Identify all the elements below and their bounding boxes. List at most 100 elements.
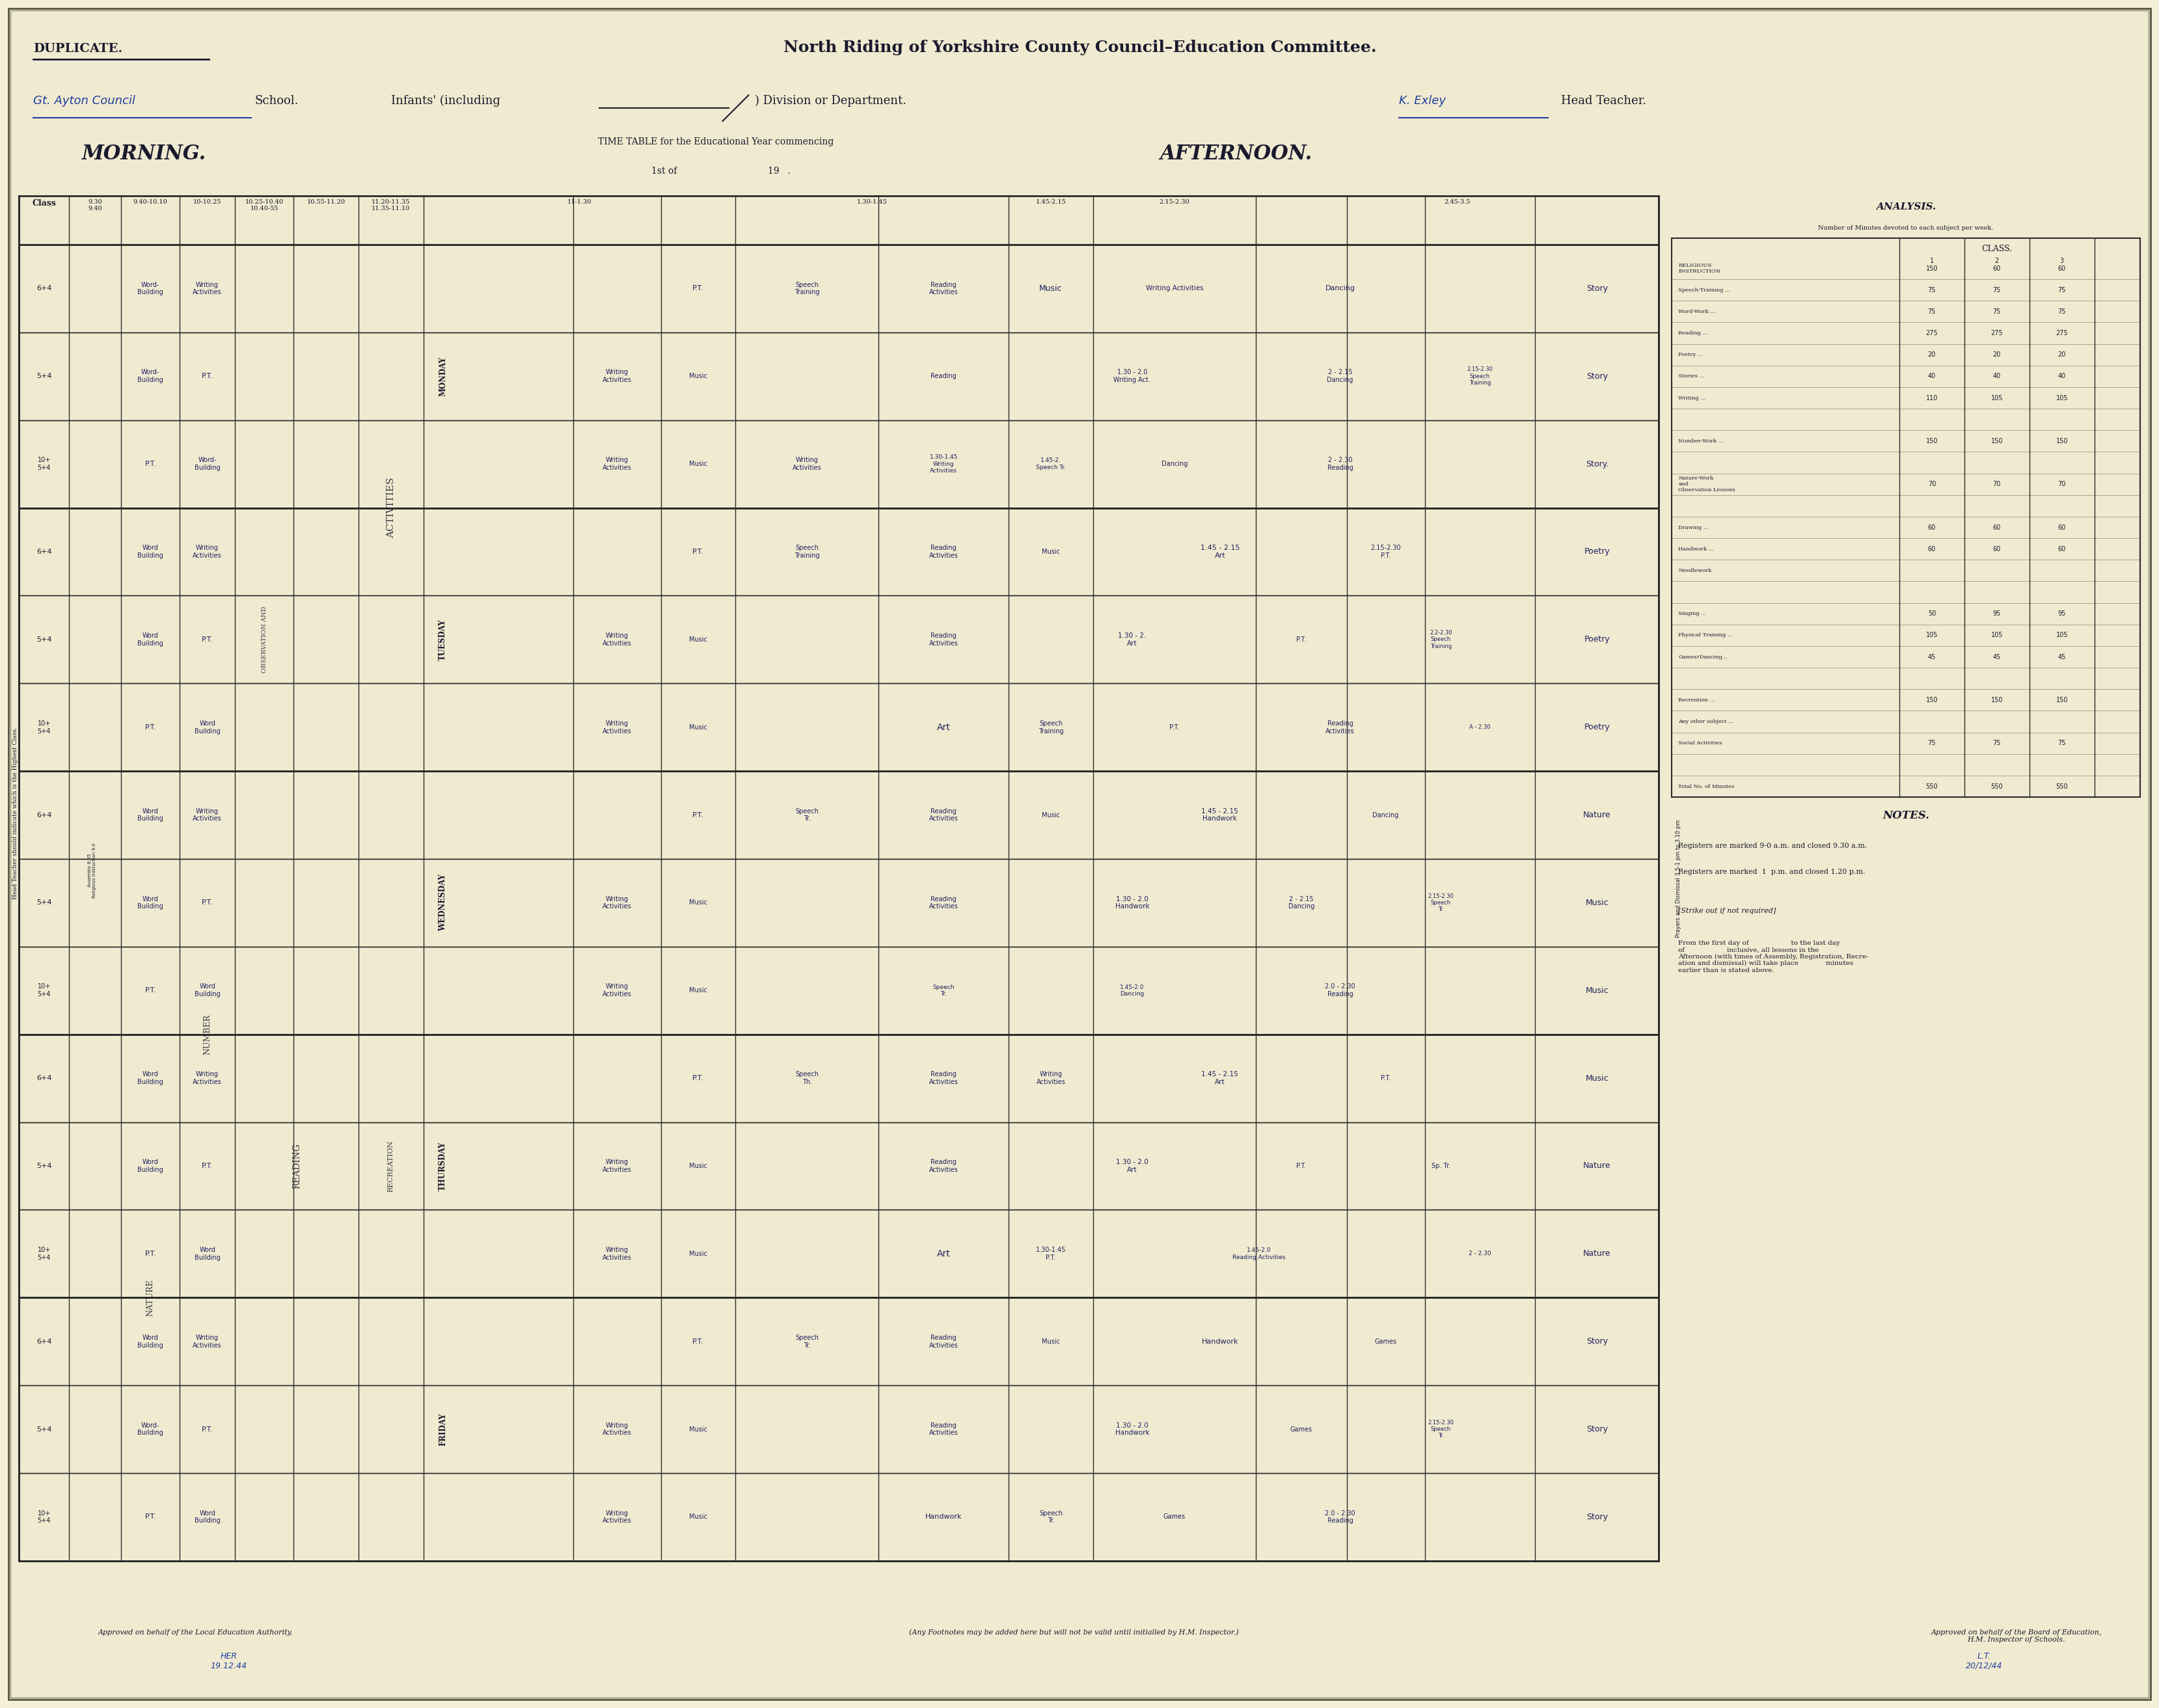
Text: 60: 60: [2058, 265, 2066, 272]
Text: 2 - 2.30: 2 - 2.30: [1468, 1250, 1492, 1257]
Text: Word
Building: Word Building: [194, 984, 220, 997]
Text: P.T.: P.T.: [145, 987, 155, 994]
Text: WEDNESDAY: WEDNESDAY: [438, 874, 447, 931]
Text: Writing
Activities: Writing Activities: [602, 369, 630, 383]
Text: 20: 20: [2058, 352, 2066, 359]
Text: 150: 150: [1991, 697, 2004, 704]
Text: Word
Building: Word Building: [138, 632, 164, 647]
Text: L.T.
20/12/44: L.T. 20/12/44: [1965, 1652, 2001, 1670]
Text: 6+4: 6+4: [37, 285, 52, 292]
Text: Games: Games: [1164, 1513, 1185, 1520]
Text: Music: Music: [689, 724, 708, 731]
Text: Games: Games: [1291, 1426, 1313, 1433]
Text: From the first day of                    to the last day
of                    i: From the first day of to the last day of…: [1678, 939, 1868, 974]
Text: School.: School.: [255, 96, 298, 108]
Text: 75: 75: [2058, 309, 2066, 314]
Text: 550: 550: [1926, 782, 1939, 789]
Text: 1.45-2.15: 1.45-2.15: [1036, 200, 1067, 205]
Text: 75: 75: [1993, 309, 2001, 314]
Text: 6+4: 6+4: [37, 1339, 52, 1344]
Text: Story: Story: [1587, 1513, 1608, 1522]
Text: P.T.: P.T.: [145, 461, 155, 468]
FancyBboxPatch shape: [11, 10, 2148, 1698]
Text: Music: Music: [689, 1163, 708, 1170]
Text: Speech
Tr.: Speech Tr.: [795, 1334, 818, 1349]
Text: P.T.: P.T.: [693, 1074, 704, 1081]
Text: 70: 70: [2058, 482, 2066, 487]
Text: 45: 45: [2058, 654, 2066, 659]
Text: Writing
Activities: Writing Activities: [192, 808, 222, 822]
Text: Reading
Activities: Reading Activities: [928, 1160, 959, 1173]
Text: 1.30 - 2.0
Writing Act.: 1.30 - 2.0 Writing Act.: [1114, 369, 1151, 383]
Text: 1.45 - 2.15
Handwork: 1.45 - 2.15 Handwork: [1200, 808, 1239, 822]
Text: RECREATION: RECREATION: [389, 1141, 395, 1192]
Text: Story: Story: [1587, 284, 1608, 292]
Text: Assembly 8.55
Religious instruction 9.0: Assembly 8.55 Religious instruction 9.0: [89, 842, 97, 898]
Text: Music: Music: [1585, 986, 1608, 994]
Text: 2 - 2.30
Reading: 2 - 2.30 Reading: [1328, 458, 1354, 471]
Bar: [1671, 237, 2140, 798]
Text: P.T.: P.T.: [201, 900, 214, 905]
Text: Number-Work ...: Number-Work ...: [1678, 439, 1723, 444]
Text: 19   .: 19 .: [769, 167, 790, 176]
Text: 2.15-2.30
Speech
Tr.: 2.15-2.30 Speech Tr.: [1427, 1419, 1453, 1438]
Text: Needlework: Needlework: [1678, 569, 1712, 574]
Text: Number of Minutes devoted to each subject per week.: Number of Minutes devoted to each subjec…: [1818, 225, 1993, 231]
Text: P.T.: P.T.: [693, 1339, 704, 1344]
Text: Nature: Nature: [1583, 1250, 1611, 1259]
Text: 75: 75: [1928, 740, 1937, 746]
Text: Social Activities: Social Activities: [1678, 741, 1723, 746]
Text: Music: Music: [1043, 1339, 1060, 1344]
Text: P.T.: P.T.: [201, 637, 214, 642]
Text: Writing
Activities: Writing Activities: [602, 632, 630, 647]
Text: 1.30 - 2.
Art: 1.30 - 2. Art: [1118, 632, 1146, 647]
Text: Music: Music: [1043, 811, 1060, 818]
Text: 10.55-11.20: 10.55-11.20: [307, 200, 345, 205]
Text: Dancing: Dancing: [1162, 461, 1187, 468]
Text: Reading
Activities: Reading Activities: [928, 545, 959, 559]
Text: READING: READING: [291, 1143, 302, 1189]
Text: Music: Music: [689, 372, 708, 379]
Text: Word
Building: Word Building: [138, 545, 164, 559]
Text: MONDAY: MONDAY: [438, 357, 447, 396]
Text: Music: Music: [689, 1513, 708, 1520]
Text: 70: 70: [1993, 482, 2001, 487]
Text: Word-Work ...: Word-Work ...: [1678, 309, 1716, 314]
Text: 1.30-1.45
P.T.: 1.30-1.45 P.T.: [1036, 1247, 1067, 1261]
Text: CLASS.: CLASS.: [1982, 244, 2012, 253]
Text: 150: 150: [1926, 697, 1939, 704]
Text: Head Teacher should indicate which is the Highest Class.: Head Teacher should indicate which is th…: [13, 728, 17, 900]
Text: Music: Music: [1585, 1074, 1608, 1083]
Text: 40: 40: [2058, 372, 2066, 379]
Text: 105: 105: [1991, 632, 2004, 639]
Text: Word
Building: Word Building: [138, 895, 164, 910]
Text: HER
19.12.44: HER 19.12.44: [209, 1652, 246, 1670]
Text: 2.45-3.5: 2.45-3.5: [1444, 200, 1470, 205]
Text: 75: 75: [2058, 740, 2066, 746]
Text: 11-1.30: 11-1.30: [568, 200, 592, 205]
Text: 75: 75: [1928, 309, 1937, 314]
Text: Speech
Training: Speech Training: [795, 282, 820, 295]
Text: Reading
Activities: Reading Activities: [928, 1071, 959, 1085]
Text: 550: 550: [2055, 782, 2068, 789]
Text: 20: 20: [1993, 352, 2001, 359]
Text: P.T.: P.T.: [693, 285, 704, 292]
Text: Story: Story: [1587, 372, 1608, 381]
Text: 150: 150: [1926, 437, 1939, 444]
Text: 275: 275: [2055, 330, 2068, 336]
Text: 40: 40: [1928, 372, 1937, 379]
Text: 60: 60: [1993, 547, 2001, 552]
Text: NOTES.: NOTES.: [1883, 810, 1930, 822]
Text: RELIGIOUS
INSTRUCTION: RELIGIOUS INSTRUCTION: [1678, 263, 1721, 273]
Text: TIME TABLE for the Educational Year commencing: TIME TABLE for the Educational Year comm…: [598, 137, 833, 147]
Text: K. Exley: K. Exley: [1399, 96, 1447, 108]
Text: 1.45 - 2.15
Art: 1.45 - 2.15 Art: [1200, 545, 1239, 559]
Text: Writing
Activities: Writing Activities: [602, 984, 630, 997]
Text: Poetry: Poetry: [1585, 722, 1611, 731]
Text: Reading
Activities: Reading Activities: [928, 808, 959, 822]
Text: 1.45 - 2.15
Art: 1.45 - 2.15 Art: [1200, 1071, 1239, 1085]
Text: Approved on behalf of the Board of Education,
H.M. Inspector of Schools.: Approved on behalf of the Board of Educa…: [1930, 1629, 2101, 1643]
Text: 1.30 - 2.0
Art: 1.30 - 2.0 Art: [1116, 1160, 1149, 1173]
Text: Word-
Building: Word- Building: [138, 1423, 164, 1436]
Text: Word-
Building: Word- Building: [138, 282, 164, 295]
